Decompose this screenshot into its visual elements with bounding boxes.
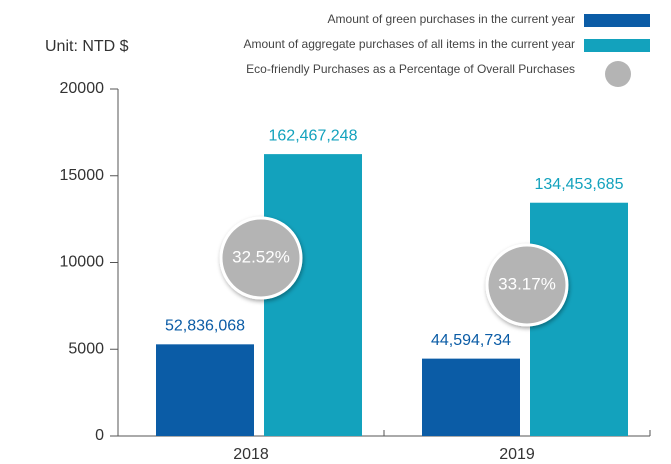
percentage-label: 33.17% bbox=[498, 274, 556, 293]
legend-swatch bbox=[605, 61, 631, 87]
y-tick-label: 15000 bbox=[60, 167, 105, 184]
data-label: 44,594,734 bbox=[431, 332, 511, 349]
legend-label: Eco-friendly Purchases as a Percentage o… bbox=[246, 62, 575, 76]
bar bbox=[264, 154, 362, 436]
percentage-bubble bbox=[485, 243, 569, 327]
bar bbox=[156, 344, 254, 436]
legend-swatch bbox=[584, 14, 650, 27]
unit-label: Unit: NTD $ bbox=[45, 38, 129, 55]
data-label: 162,467,248 bbox=[269, 127, 358, 144]
legend-swatch bbox=[584, 39, 650, 52]
x-tick-label: 2019 bbox=[499, 446, 535, 463]
y-tick-label: 10000 bbox=[60, 254, 105, 271]
y-tick-label: 0 bbox=[95, 427, 104, 444]
y-tick-label: 20000 bbox=[60, 80, 105, 97]
legend-label: Amount of green purchases in the current… bbox=[328, 12, 575, 26]
legend-label: Amount of aggregate purchases of all ite… bbox=[243, 37, 575, 51]
data-label: 134,453,685 bbox=[535, 176, 624, 193]
percentage-label: 32.52% bbox=[232, 247, 290, 266]
percentage-bubble bbox=[219, 216, 303, 300]
y-tick-label: 5000 bbox=[68, 340, 104, 357]
bar bbox=[422, 358, 520, 436]
data-label: 52,836,068 bbox=[165, 318, 245, 335]
x-tick-label: 2018 bbox=[233, 446, 269, 463]
